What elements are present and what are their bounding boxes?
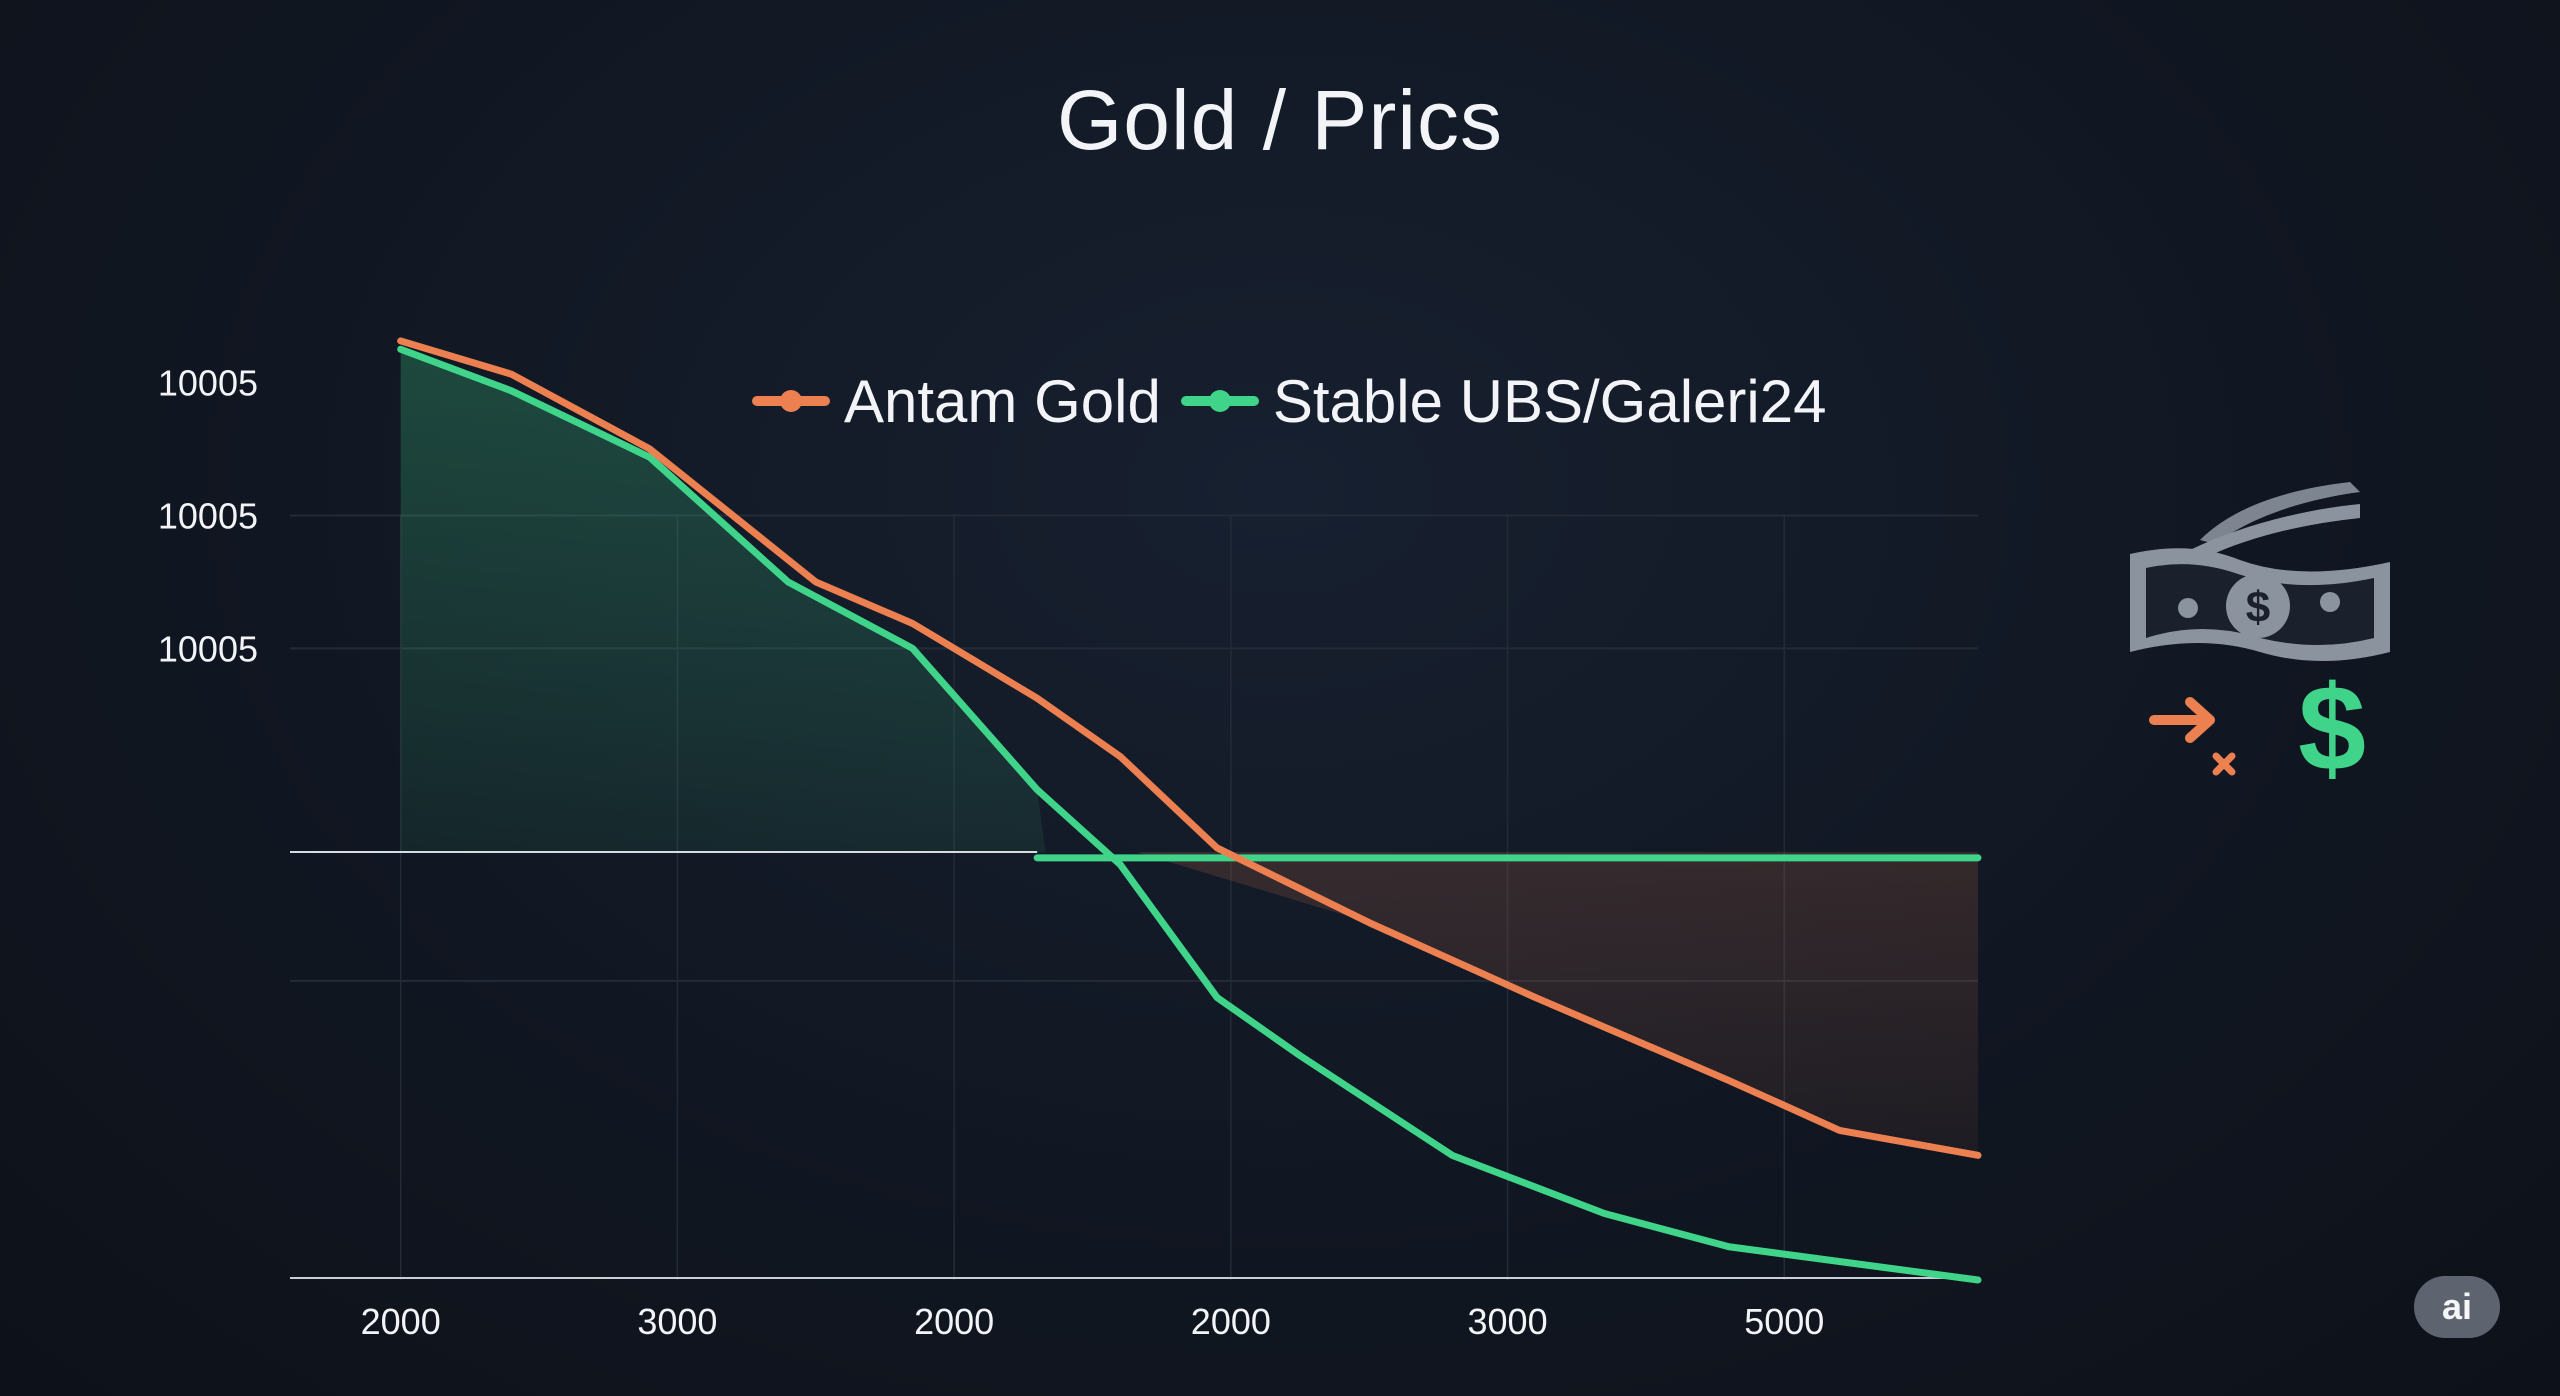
series-line-antam (397, 337, 1982, 1159)
x-tick-label: 3000 (637, 1301, 717, 1342)
legend-swatch-antam (752, 390, 830, 412)
x-tick-label: 2000 (1191, 1301, 1271, 1342)
legend-item-antam: Antam Gold (752, 367, 1161, 436)
y-tick-label: 10005 (158, 495, 258, 536)
banknote-dollar-icon: $ (2130, 482, 2390, 661)
x-tick-label: 5000 (1744, 1301, 1824, 1342)
svg-text:$: $ (2246, 583, 2270, 632)
y-tick-label: 10005 (158, 362, 258, 403)
ai-badge[interactable]: ai (2414, 1276, 2500, 1338)
x-icon (2212, 752, 2236, 776)
y-tick-label: 10005 (158, 628, 258, 669)
x-tick-label: 2000 (361, 1301, 441, 1342)
legend-item-stable: Stable UBS/Galeri24 (1180, 367, 1827, 436)
legend-label-antam: Antam Gold (844, 367, 1161, 435)
area-fill-stable (400, 349, 1046, 853)
svg-text:$: $ (2298, 660, 2366, 796)
legend-label-stable: Stable UBS/Galeri24 (1272, 367, 1827, 435)
dollar-sign-icon: $ (2298, 660, 2366, 796)
chart-legend: Antam Gold Stable UBS/Galeri24 (752, 366, 1846, 436)
x-tick-label: 2000 (914, 1301, 994, 1342)
arrow-right-icon (2149, 697, 2215, 743)
series-line-stable (397, 345, 1982, 1284)
legend-swatch-stable (1180, 390, 1259, 412)
chart-title: Gold / Prics (1056, 73, 1504, 167)
money-illustration: $ $ (2130, 482, 2390, 796)
x-tick-label: 3000 (1468, 1301, 1548, 1342)
